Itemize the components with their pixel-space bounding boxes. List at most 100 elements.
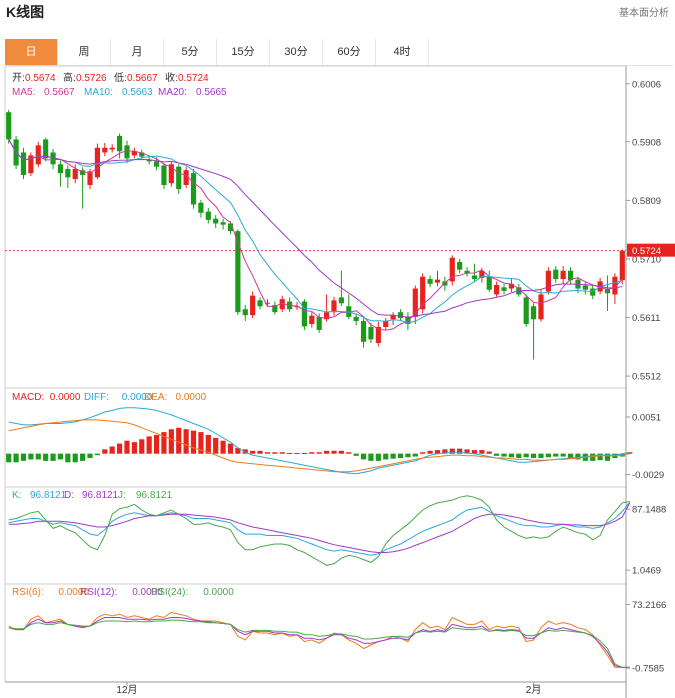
kdj-j-line	[8, 495, 630, 566]
macd-bar	[442, 449, 448, 454]
fundamental-analysis-link[interactable]: 基本面分析	[619, 8, 669, 19]
candle	[57, 164, 64, 174]
kdj-legend-label: K:	[12, 490, 21, 501]
macd-bar	[131, 442, 137, 454]
macd-bar	[28, 453, 34, 460]
candle	[131, 151, 137, 156]
candle	[250, 295, 256, 316]
macd-legend-value: 0.0000	[122, 392, 153, 403]
rsi12-line	[8, 617, 630, 668]
macd-bar	[604, 453, 611, 461]
kdj-legend-value: 96.8121	[30, 490, 67, 501]
macd-bar	[80, 453, 86, 461]
candle	[353, 316, 359, 322]
y-tick-label: 1.0469	[632, 566, 661, 577]
candle	[309, 315, 315, 325]
candle	[434, 279, 441, 283]
tab-4[interactable]: 15分	[217, 39, 270, 65]
candle	[153, 161, 160, 167]
tab-1[interactable]: 周	[58, 39, 111, 65]
candle	[375, 326, 381, 343]
x-tick-label: 12月	[116, 684, 137, 696]
macd-bar	[6, 453, 12, 463]
ma-legend-value: 0.5663	[122, 87, 153, 98]
macd-bar	[346, 452, 352, 454]
y-tick-label: 0.0051	[632, 413, 661, 424]
y-tick-label: 0.6006	[632, 79, 661, 90]
macd-bar	[124, 440, 130, 454]
macd-bar	[50, 453, 56, 461]
ohlc-value: 0.5674	[25, 73, 56, 84]
candle	[324, 312, 330, 320]
macd-bar	[13, 453, 19, 463]
tab-7[interactable]: 4时	[376, 39, 429, 65]
candle	[531, 306, 537, 320]
y-tick-label: 0.5512	[632, 372, 661, 383]
macd-bar	[272, 452, 278, 454]
macd-bar	[360, 453, 367, 460]
candle	[560, 270, 566, 280]
macd-bar	[183, 429, 189, 454]
candle	[390, 315, 396, 320]
candle	[220, 222, 226, 225]
macd-bar	[486, 451, 492, 454]
ohlc-label: 低:	[114, 71, 127, 84]
candle	[338, 297, 344, 304]
tab-0[interactable]: 日	[5, 39, 58, 65]
y-tick-label: 0.5908	[632, 137, 661, 148]
candle	[494, 284, 500, 295]
macd-bar	[324, 450, 330, 454]
ma5-line	[8, 139, 623, 331]
ma-legend-label: MA10:	[84, 87, 113, 98]
macd-bar	[531, 453, 537, 458]
candle	[72, 169, 78, 180]
ma20-line	[8, 139, 623, 318]
y-tick-label: -0.0029	[632, 470, 664, 481]
candle	[486, 276, 492, 290]
macd-bar	[235, 447, 241, 454]
macd-bar	[264, 452, 271, 454]
macd-bar	[567, 453, 574, 458]
macd-legend-label: DIFF:	[84, 392, 109, 403]
candle	[28, 155, 34, 174]
tab-2[interactable]: 月	[111, 39, 164, 65]
candle	[213, 218, 219, 224]
ma-legend-value: 0.5665	[196, 87, 227, 98]
rsi-legend-label: RSI(24):	[151, 587, 188, 598]
macd-bar	[257, 450, 263, 454]
macd-bar	[464, 449, 470, 454]
candle	[190, 173, 197, 205]
macd-bar	[501, 453, 507, 457]
candle	[227, 223, 234, 232]
candle	[109, 147, 115, 150]
ohlc-label: 开:	[12, 73, 25, 84]
macd-bar	[109, 446, 115, 454]
rsi-legend-label: RSI(12):	[80, 587, 117, 598]
candle	[479, 270, 485, 278]
ohlc-label: 收:	[165, 71, 178, 84]
macd-legend-label: DEA:	[144, 392, 167, 403]
candle	[65, 169, 71, 178]
ohlc-value: 0.5724	[178, 73, 209, 84]
candle	[523, 297, 529, 325]
candle	[257, 300, 263, 307]
tab-3[interactable]: 5分	[164, 39, 217, 65]
macd-bar	[213, 437, 219, 454]
macd-bar	[494, 453, 500, 456]
candle	[604, 288, 611, 294]
y-tick-label: 73.2166	[632, 600, 666, 611]
candle	[117, 135, 123, 152]
macd-bar	[560, 453, 566, 457]
kdj-k-line	[8, 501, 631, 556]
candle	[176, 166, 182, 190]
candle	[457, 261, 463, 270]
tab-5[interactable]: 30分	[270, 39, 323, 65]
candle	[20, 152, 27, 175]
candle	[139, 152, 145, 157]
tab-6[interactable]: 60分	[323, 39, 376, 65]
macd-bar	[338, 450, 344, 454]
candle	[294, 306, 300, 308]
candle	[205, 211, 211, 220]
candle	[43, 139, 49, 159]
last-price-label: 0.5724	[632, 246, 661, 257]
